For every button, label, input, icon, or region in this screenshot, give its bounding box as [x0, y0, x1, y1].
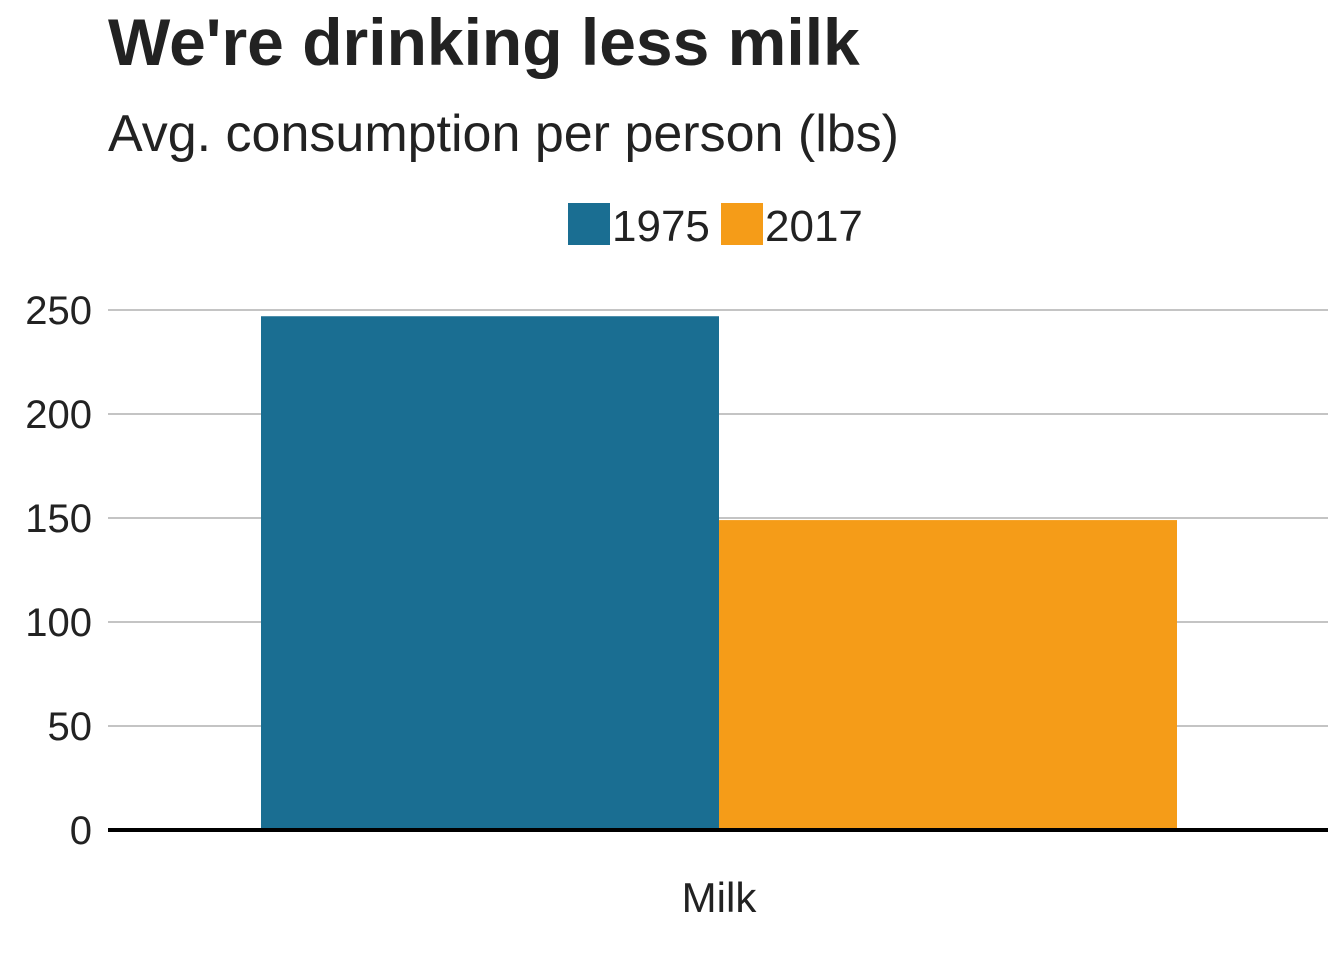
legend-label-1975: 1975 — [612, 202, 710, 251]
bars — [261, 316, 1177, 830]
x-category-label: Milk — [682, 874, 758, 921]
legend-swatch-2017 — [721, 203, 763, 245]
y-tick-label: 50 — [48, 705, 93, 749]
legend-label-2017: 2017 — [765, 202, 863, 251]
y-tick-label: 200 — [25, 393, 92, 437]
y-tick-label: 150 — [25, 497, 92, 541]
bar-2017-milk — [719, 520, 1177, 830]
chart-title: We're drinking less milk — [108, 5, 860, 79]
y-tick-label: 100 — [25, 601, 92, 645]
y-tick-label: 0 — [70, 809, 92, 853]
legend: 1975 2017 — [568, 202, 863, 251]
legend-swatch-1975 — [568, 203, 610, 245]
axes: 0 50 100 150 200 250 Milk — [25, 289, 1328, 921]
chart-subtitle: Avg. consumption per person (lbs) — [108, 105, 899, 163]
bar-1975-milk — [261, 316, 719, 830]
y-tick-label: 250 — [25, 289, 92, 333]
